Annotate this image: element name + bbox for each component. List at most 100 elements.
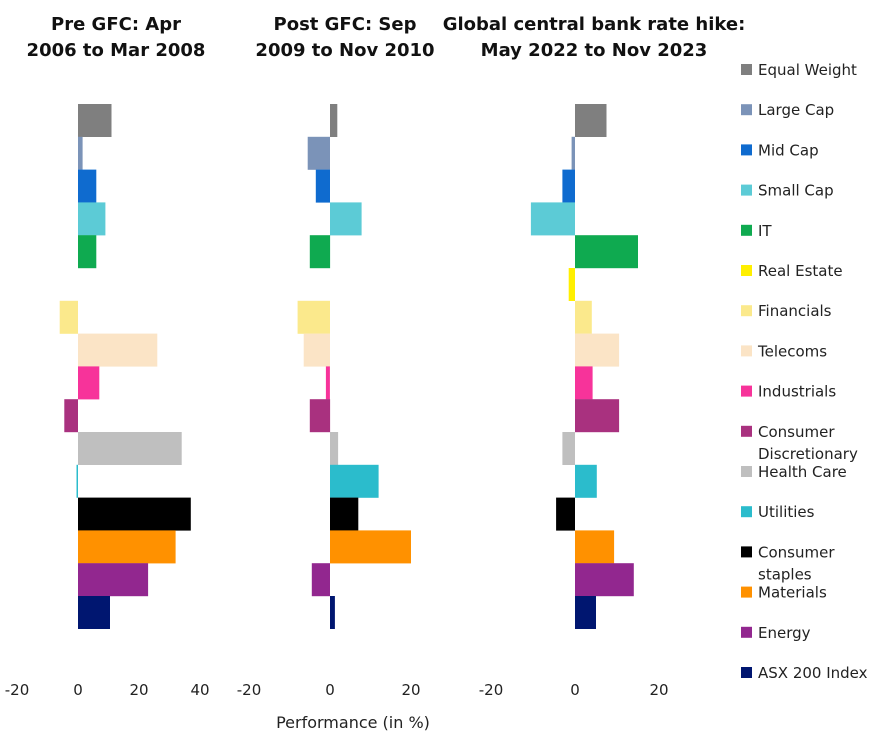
bar-materials [78, 530, 176, 564]
x-tick-label: 0 [570, 681, 580, 699]
legend-label: Financials [758, 302, 832, 320]
bar-telecoms [78, 333, 158, 367]
bar-consumer-discretionary [575, 399, 620, 433]
bar-asx-200-index [575, 596, 596, 629]
bar-mid-cap [562, 169, 575, 203]
legend-swatch [741, 184, 752, 196]
legend-swatch [741, 224, 752, 236]
bar-financials [297, 300, 330, 334]
bar-financials [59, 300, 78, 334]
legend-swatch [741, 546, 752, 558]
bar-it [309, 235, 331, 269]
legend-item-asx-200-index: ASX 200 Index [741, 664, 868, 682]
bar-mid-cap [315, 169, 330, 203]
bar-asx-200-index [330, 596, 335, 629]
legend-item-small-cap: Small Cap [741, 182, 834, 200]
legend-item-materials: Materials [741, 584, 827, 602]
chart-panels: Pre GFC: Apr 2006 to Mar 2008 -20 0 20 40 Post… [5, 14, 746, 699]
legend: Equal Weight Large Cap Mid Cap Small Cap IT R… [741, 61, 868, 682]
panel-title-line: 2006 to Mar 2008 [27, 40, 206, 61]
legend-swatch [741, 466, 752, 477]
legend-label: Large Cap [758, 101, 834, 119]
bar-telecoms [575, 333, 620, 367]
bar-equal-weight [78, 104, 112, 137]
legend-swatch [741, 64, 752, 75]
bar-it [575, 235, 638, 269]
legend-label: Materials [758, 584, 827, 602]
legend-label: Consumer [758, 543, 835, 561]
bar-small-cap [330, 202, 362, 236]
bar-utilities [76, 464, 78, 498]
bar-large-cap [571, 136, 575, 170]
panel-title-line: Global central bank rate hike: [443, 14, 746, 35]
bar-consumer-staples [330, 497, 359, 531]
legend-label: Energy [758, 624, 811, 642]
bar-utilities [330, 464, 379, 498]
legend-label: Equal Weight [758, 61, 857, 79]
legend-label: Mid Cap [758, 141, 819, 159]
legend-item-financials: Financials [741, 302, 832, 320]
legend-item-mid-cap: Mid Cap [741, 141, 819, 159]
legend-label: Consumer [758, 423, 835, 441]
bar-financials [575, 300, 592, 334]
x-tick-label: 20 [129, 681, 148, 699]
bar-consumer-discretionary [64, 399, 78, 433]
bar-materials [575, 530, 615, 564]
legend-swatch [741, 104, 752, 116]
legend-item-consumer-discretionary: Consumer Discretionary [741, 423, 858, 463]
bar-consumer-staples [78, 497, 191, 531]
bar-health-care [330, 432, 339, 465]
x-axis-label: Performance (in %) [276, 713, 430, 732]
legend-item-industrials: Industrials [741, 383, 836, 401]
x-tick-label: 0 [325, 681, 335, 699]
bar-energy [311, 563, 330, 597]
panel-title-line: Post GFC: Sep [274, 14, 417, 35]
legend-swatch [741, 425, 752, 437]
x-tick-label: 20 [649, 681, 668, 699]
legend-swatch [741, 506, 752, 518]
legend-label: IT [758, 222, 772, 240]
legend-swatch [741, 144, 752, 156]
legend-swatch [741, 385, 752, 397]
legend-label: Utilities [758, 503, 815, 521]
bar-large-cap [78, 136, 83, 170]
legend-item-large-cap: Large Cap [741, 101, 834, 119]
legend-swatch [741, 345, 752, 357]
x-tick-label: -20 [237, 681, 262, 699]
bar-asx-200-index [78, 596, 110, 629]
bar-mid-cap [78, 169, 97, 203]
x-tick-label: 20 [401, 681, 420, 699]
bar-equal-weight [330, 104, 338, 137]
legend-swatch [741, 667, 752, 678]
legend-swatch [741, 586, 752, 598]
legend-swatch [741, 305, 752, 317]
bar-materials [330, 530, 411, 564]
bar-it [78, 235, 97, 269]
bar-consumer-staples [556, 497, 575, 531]
legend-item-equal-weight: Equal Weight [741, 61, 857, 79]
bar-energy [78, 563, 149, 597]
panel-3: Global central bank rate hike: May 2022 t… [443, 14, 746, 699]
legend-swatch [741, 265, 752, 276]
panel-title-line: 2009 to Nov 2010 [255, 40, 434, 61]
bar-equal-weight [575, 104, 607, 137]
bar-utilities [575, 464, 597, 498]
bar-telecoms [303, 333, 330, 367]
bar-real-estate [568, 268, 575, 301]
legend-item-health-care: Health Care [741, 463, 847, 481]
legend-item-energy: Energy [741, 624, 811, 642]
bar-small-cap [78, 202, 106, 236]
panel-2: Post GFC: Sep 2009 to Nov 2010 -20 0 20 [237, 14, 435, 699]
legend-label: Health Care [758, 463, 847, 481]
legend-item-real-estate: Real Estate [741, 262, 843, 280]
panel-1: Pre GFC: Apr 2006 to Mar 2008 -20 0 20 40 [5, 14, 210, 699]
legend-label: ASX 200 Index [758, 664, 868, 682]
bar-small-cap [530, 202, 575, 236]
bar-energy [575, 563, 634, 597]
legend-item-consumer-staples: Consumer staples [741, 543, 835, 583]
legend-label: Discretionary [758, 445, 858, 463]
bar-health-care [562, 432, 575, 465]
bar-industrials [78, 366, 100, 400]
bar-consumer-discretionary [309, 399, 331, 433]
